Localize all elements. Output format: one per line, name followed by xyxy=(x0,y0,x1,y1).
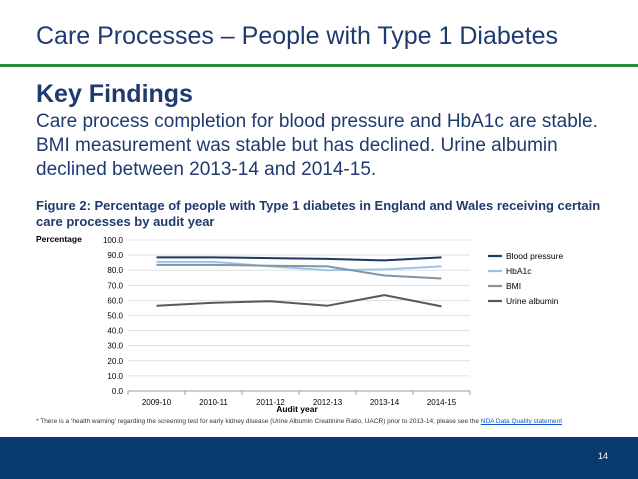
y-tick-label: 70.0 xyxy=(107,281,123,290)
series-line-bmi xyxy=(156,263,442,280)
legend-label: HbA1c xyxy=(506,266,532,276)
series-line-urine-albumin xyxy=(156,294,442,308)
x-tick-label: 2011-12 xyxy=(256,398,285,407)
series-line-hba1c xyxy=(156,260,442,272)
legend-label: BMI xyxy=(506,281,521,291)
figure-caption: Figure 2: Percentage of people with Type… xyxy=(36,198,601,229)
x-tick-label: 2010-11 xyxy=(199,398,228,407)
y-tick-label: 60.0 xyxy=(107,296,123,305)
y-tick-label: 30.0 xyxy=(107,342,123,351)
legend-label: Urine albumin xyxy=(506,296,559,306)
y-axis-label: Percentage xyxy=(36,234,82,244)
page-number: 14 xyxy=(597,451,608,461)
x-tick-label: 2013-14 xyxy=(370,398,400,407)
y-tick-label: 20.0 xyxy=(107,357,123,366)
y-tick-label: 100.0 xyxy=(103,236,124,245)
y-tick-label: 80.0 xyxy=(107,266,123,275)
footnote: * There is a ‘health warning’ regarding … xyxy=(36,417,636,427)
title-divider xyxy=(0,64,638,67)
y-tick-label: 10.0 xyxy=(107,372,123,381)
key-findings-heading: Key Findings xyxy=(36,80,193,108)
y-tick-label: 40.0 xyxy=(107,327,123,336)
y-tick-label: 50.0 xyxy=(107,312,123,321)
legend-label: Blood pressure xyxy=(506,251,563,261)
line-chart: Percentage Audit year 0.0 10.0 20.0 30.0 40.… xyxy=(36,234,563,414)
x-tick-label: 2012-13 xyxy=(313,398,343,407)
footnote-text: * There is a ‘health warning’ regarding … xyxy=(36,418,481,425)
x-tick-label: 2009-10 xyxy=(142,398,172,407)
x-tick-label: 2014-15 xyxy=(427,398,457,407)
y-tick-label: 0.0 xyxy=(112,387,124,396)
data-quality-link[interactable]: NDA Data Quality statement xyxy=(480,418,563,425)
slide-title: Care Processes – People with Type 1 Diab… xyxy=(36,22,559,50)
key-findings-text: Care process completion for blood pressu… xyxy=(36,111,598,180)
y-tick-label: 90.0 xyxy=(107,251,123,260)
footer-bar: 14 xyxy=(0,437,638,479)
series-line-blood-pressure xyxy=(156,256,442,262)
x-axis-label: Audit year xyxy=(276,404,318,414)
